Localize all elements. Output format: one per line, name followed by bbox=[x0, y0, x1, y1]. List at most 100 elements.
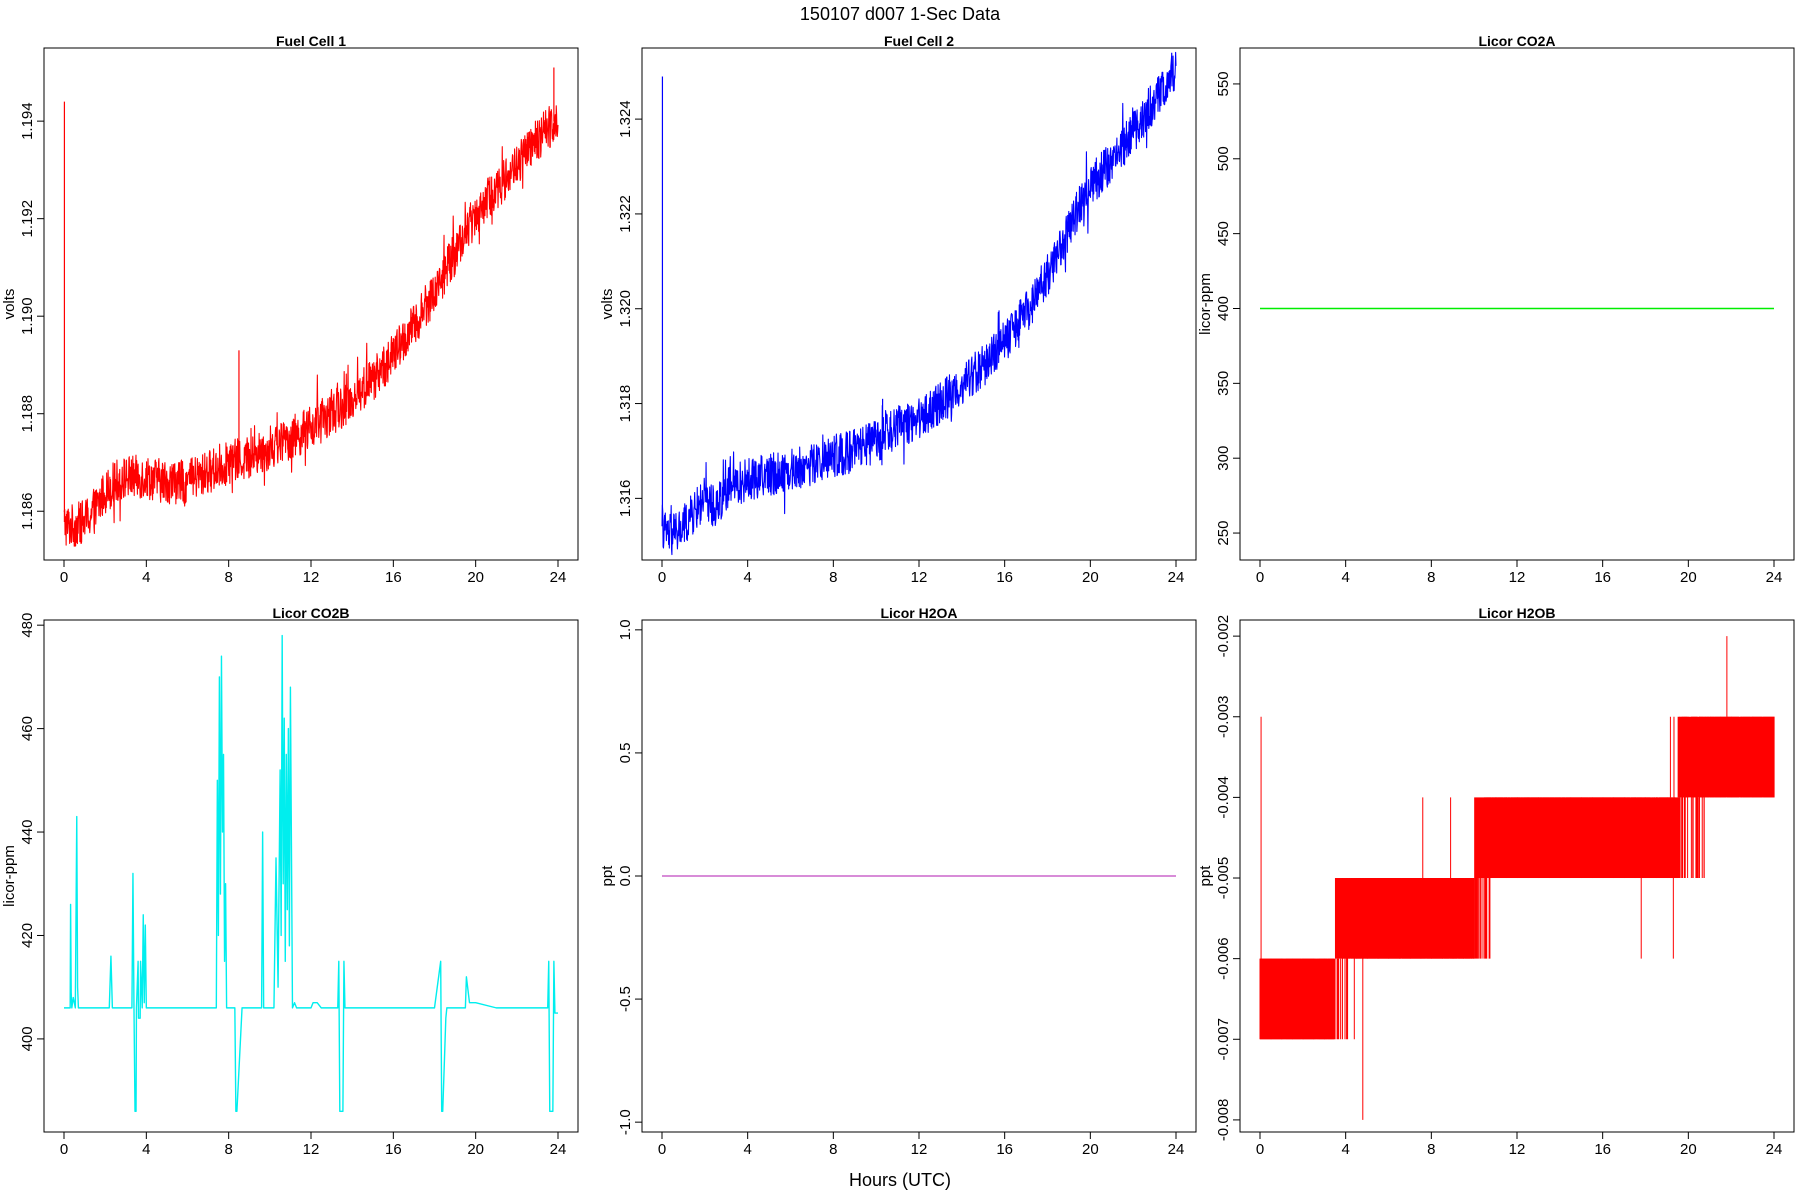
series-band bbox=[1399, 878, 1411, 959]
x-tick-label: 8 bbox=[829, 569, 837, 586]
x-tick-label: 24 bbox=[1766, 569, 1783, 586]
series-line bbox=[661, 51, 1177, 556]
series-band bbox=[1313, 958, 1325, 1040]
y-tick-label: 1.194 bbox=[19, 102, 36, 140]
y-tick-label: 450 bbox=[1215, 221, 1232, 246]
panel-ylabel: volts bbox=[599, 289, 616, 320]
series-band bbox=[1677, 716, 1689, 798]
x-tick-label: 4 bbox=[1341, 1141, 1349, 1158]
series-band bbox=[1699, 716, 1711, 798]
y-tick-label: 460 bbox=[19, 716, 36, 741]
panel-ylabel: licor-ppm bbox=[1197, 273, 1214, 335]
figure-title: 150107 d007 1-Sec Data bbox=[800, 4, 1001, 24]
x-tick-label: 0 bbox=[1256, 569, 1264, 586]
x-tick-label: 24 bbox=[550, 1141, 567, 1158]
panel-title: Licor H2OA bbox=[880, 605, 957, 621]
plot-area: 0 4 8 12 16 20 24 -1.0 -0.5 0.0 0.5 1.0 bbox=[617, 619, 1197, 1158]
x-tick-label: 0 bbox=[60, 1141, 68, 1158]
x-tick-label: 8 bbox=[224, 569, 232, 586]
x-tick-label: 16 bbox=[1594, 569, 1611, 586]
y-tick-label: 550 bbox=[1215, 71, 1232, 96]
x-tick-label: 4 bbox=[142, 569, 150, 586]
x-tick-label: 20 bbox=[1082, 569, 1099, 586]
series-band bbox=[1484, 797, 1497, 879]
x-tick-label: 12 bbox=[1509, 569, 1526, 586]
x-tick-label: 20 bbox=[1680, 569, 1697, 586]
panel-licor-h2oa: Licor H2OA ppt 0 4 8 12 16 20 24 -1.0 -0.5 0.0 0.5… bbox=[599, 605, 1197, 1158]
series-band bbox=[1409, 878, 1422, 959]
series-band bbox=[1388, 878, 1400, 959]
series-band bbox=[1559, 797, 1572, 879]
y-tick-label: 250 bbox=[1215, 521, 1232, 546]
series-band bbox=[1731, 716, 1743, 798]
series-band bbox=[1688, 716, 1700, 798]
x-tick-label: 4 bbox=[1341, 569, 1349, 586]
x-tick-label: 4 bbox=[142, 1141, 150, 1158]
panel-fuel-cell-2: Fuel Cell 2 volts 0 4 8 12 16 20 24 1.316 1.318 1… bbox=[599, 33, 1197, 586]
series-band bbox=[1624, 797, 1636, 879]
series-band bbox=[1538, 797, 1550, 879]
panel-title: Licor CO2A bbox=[1478, 33, 1555, 49]
y-tick-label: -0.008 bbox=[1215, 1099, 1232, 1142]
series-band bbox=[1463, 878, 1475, 959]
x-tick-label: 20 bbox=[1680, 1141, 1697, 1158]
x-tick-label: 16 bbox=[1594, 1141, 1611, 1158]
x-tick-label: 8 bbox=[224, 1141, 232, 1158]
x-tick-label: 24 bbox=[1168, 1141, 1185, 1158]
y-tick-label: -0.007 bbox=[1215, 1018, 1232, 1061]
x-tick-label: 20 bbox=[1082, 1141, 1099, 1158]
panel-ylabel: volts bbox=[1, 289, 18, 320]
y-tick-label: 440 bbox=[19, 820, 36, 845]
series-band bbox=[1645, 797, 1657, 879]
y-tick-label: -0.004 bbox=[1215, 776, 1232, 819]
x-tick-label: 24 bbox=[1168, 569, 1185, 586]
x-tick-label: 16 bbox=[996, 1141, 1013, 1158]
x-tick-label: 0 bbox=[60, 569, 68, 586]
series-band bbox=[1741, 716, 1754, 798]
series-band bbox=[1570, 797, 1582, 879]
series-band bbox=[1656, 797, 1668, 879]
y-tick-label: 1.322 bbox=[617, 195, 634, 233]
x-tick-label: 20 bbox=[467, 1141, 484, 1158]
panel-licor-co2b: Licor CO2B licor-ppm 0 4 8 12 16 20 24 400 420 44… bbox=[1, 605, 579, 1158]
series-band bbox=[1763, 716, 1775, 798]
y-tick-label: 1.192 bbox=[19, 200, 36, 238]
series-band bbox=[1752, 716, 1764, 798]
series-band bbox=[1345, 878, 1357, 959]
x-tick-label: 0 bbox=[1256, 1141, 1264, 1158]
y-tick-label: -0.003 bbox=[1215, 695, 1232, 738]
x-tick-label: 0 bbox=[658, 1141, 666, 1158]
series-band bbox=[1292, 958, 1304, 1040]
x-tick-label: 4 bbox=[743, 1141, 751, 1158]
series-band bbox=[1324, 958, 1336, 1040]
y-tick-label: 1.318 bbox=[617, 385, 634, 423]
x-tick-label: 0 bbox=[658, 569, 666, 586]
x-tick-label: 24 bbox=[550, 569, 567, 586]
series-band bbox=[1602, 797, 1614, 879]
series-band bbox=[1260, 958, 1272, 1040]
panel-ylabel: licor-ppm bbox=[1, 845, 18, 907]
series-band bbox=[1367, 878, 1379, 959]
x-tick-label: 24 bbox=[1766, 1141, 1783, 1158]
series-band bbox=[1420, 878, 1432, 959]
series-line bbox=[63, 105, 559, 547]
plot-frame bbox=[43, 619, 579, 1133]
series-band bbox=[1270, 958, 1283, 1040]
x-tick-label: 8 bbox=[829, 1141, 837, 1158]
y-tick-label: 0.0 bbox=[617, 866, 634, 887]
panel-title: Licor CO2B bbox=[272, 605, 349, 621]
plot-area: 0 4 8 12 16 20 24 400 420 440 460 480 bbox=[19, 613, 579, 1158]
y-tick-label: 500 bbox=[1215, 146, 1232, 171]
x-tick-label: 12 bbox=[1509, 1141, 1526, 1158]
plot-area: 0 4 8 12 16 20 24 250 300 350 400 450 500 550 bbox=[1215, 47, 1795, 586]
y-tick-label: 1.186 bbox=[19, 492, 36, 530]
series-band bbox=[1281, 958, 1293, 1040]
series-band bbox=[1613, 797, 1625, 879]
y-tick-label: 1.324 bbox=[617, 100, 634, 138]
series-band bbox=[1549, 797, 1561, 879]
panel-title: Fuel Cell 1 bbox=[276, 33, 346, 49]
y-tick-label: 400 bbox=[1215, 296, 1232, 321]
x-tick-label: 8 bbox=[1427, 569, 1435, 586]
x-tick-label: 20 bbox=[467, 569, 484, 586]
x-tick-label: 8 bbox=[1427, 1141, 1435, 1158]
